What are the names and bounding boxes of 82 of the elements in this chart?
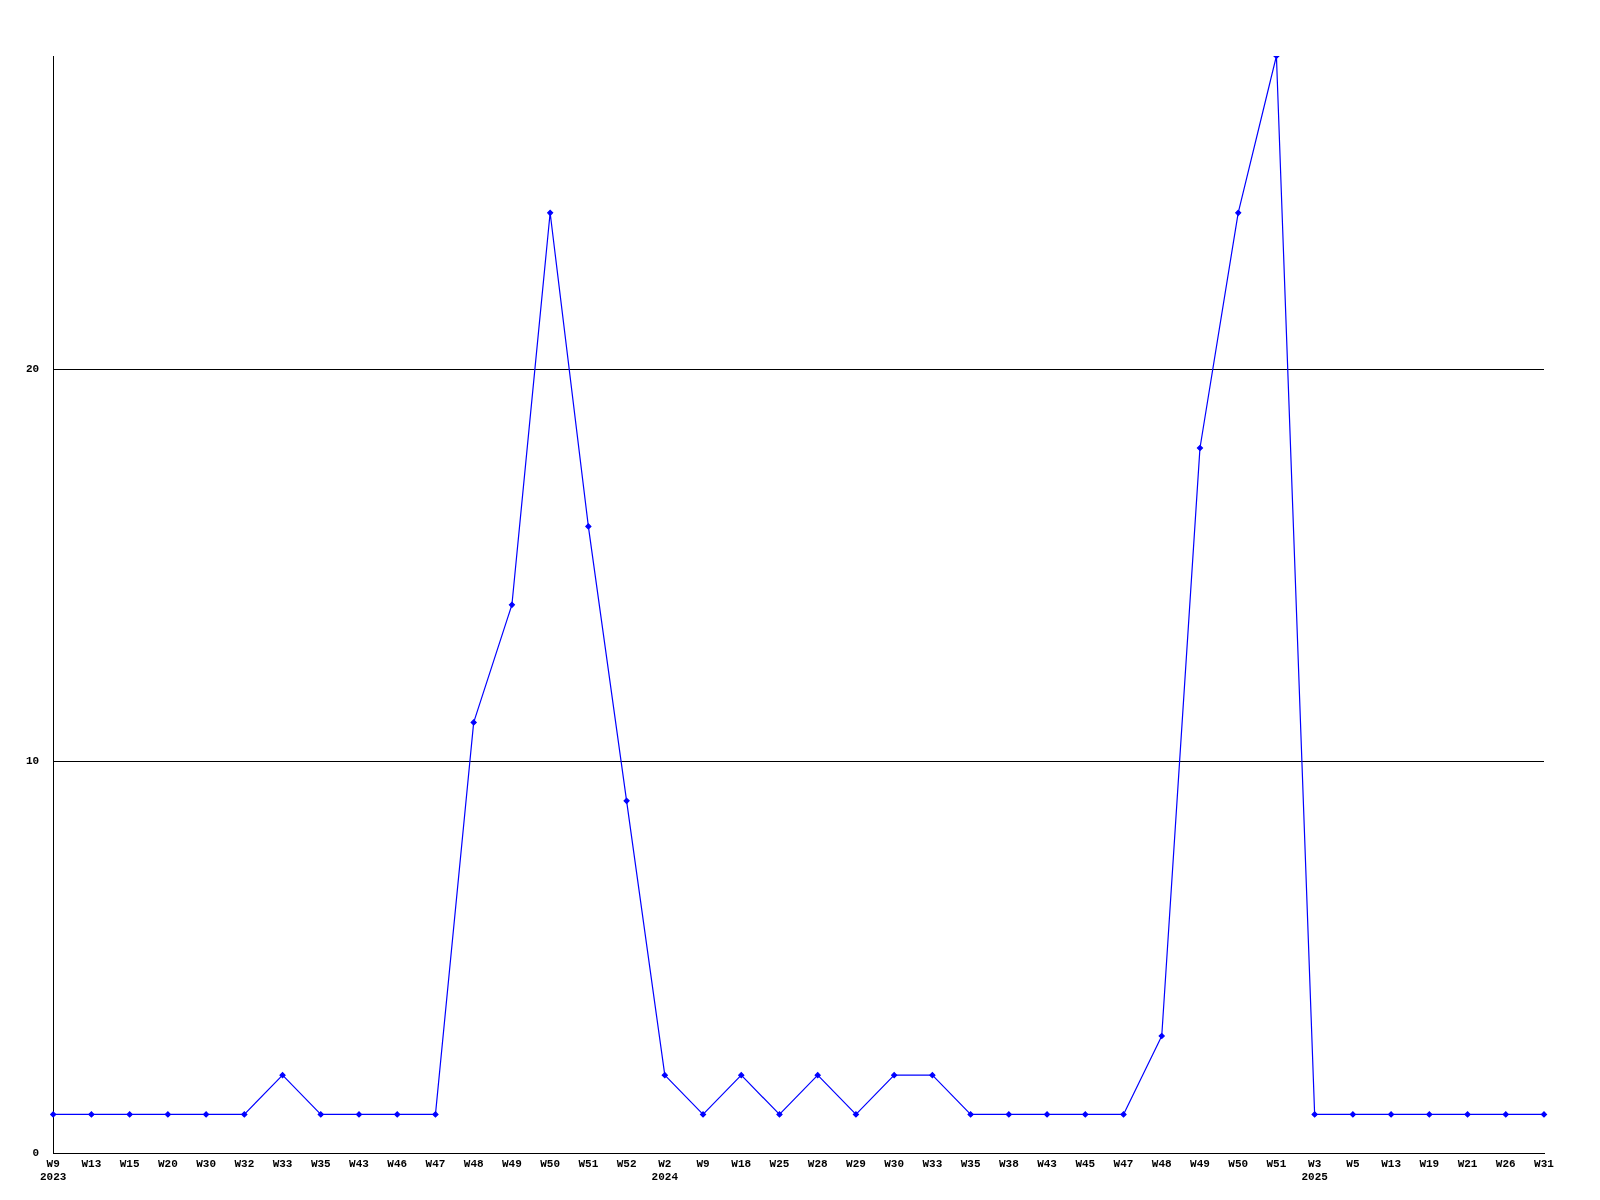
point xyxy=(814,1072,821,1079)
point xyxy=(164,1111,171,1118)
point xyxy=(88,1111,95,1118)
x-tick-label: W47 xyxy=(1113,1157,1134,1170)
point xyxy=(1005,1111,1012,1118)
x-tick-label: W49 xyxy=(502,1157,522,1170)
point xyxy=(1464,1111,1471,1118)
point xyxy=(1388,1111,1395,1118)
x-tick-label: W50 xyxy=(540,1157,561,1170)
y-tick-label: 10 xyxy=(26,755,40,768)
x-tick-label: W30 xyxy=(196,1157,217,1170)
point xyxy=(1311,1111,1318,1118)
x-tick-label: W33 xyxy=(272,1157,293,1170)
point xyxy=(126,1111,133,1118)
x-tick-label: W49 xyxy=(1190,1157,1210,1170)
x-tick-label: W30 xyxy=(884,1157,905,1170)
x-tick-label: W13 xyxy=(81,1157,102,1170)
x-tick-label: W9 xyxy=(696,1157,710,1170)
x-tick-label: W15 xyxy=(119,1157,140,1170)
point xyxy=(967,1111,974,1118)
point xyxy=(1540,1111,1548,1118)
point xyxy=(852,1111,860,1118)
point xyxy=(547,209,554,216)
x-tick-label: W29 xyxy=(846,1157,866,1170)
point xyxy=(1158,1032,1165,1040)
point xyxy=(279,1072,286,1079)
point xyxy=(1082,1111,1089,1118)
point xyxy=(1502,1111,1509,1118)
x-tick-label: W2 2024 xyxy=(651,1157,679,1184)
y-tick-label: 20 xyxy=(26,363,40,376)
x-tick-label: W25 xyxy=(769,1157,790,1170)
point xyxy=(891,1072,898,1079)
point xyxy=(585,523,592,530)
point xyxy=(50,1111,57,1118)
x-tick-label: W18 xyxy=(731,1157,752,1170)
x-tick-label: W5 xyxy=(1346,1157,1360,1170)
point xyxy=(1235,209,1242,216)
x-tick-label: W46 xyxy=(387,1157,408,1170)
x-tick-label: W9 2023 xyxy=(40,1157,67,1184)
x-tick-label: W33 xyxy=(922,1157,943,1170)
x-tick-label: W47 xyxy=(425,1157,446,1170)
point xyxy=(699,1111,707,1118)
point xyxy=(623,797,630,804)
x-tick-label: W48 xyxy=(1151,1157,1173,1170)
x-tick-label: W52 xyxy=(616,1157,637,1170)
x-tick-label: W48 xyxy=(463,1157,484,1170)
point xyxy=(1426,1111,1433,1118)
point xyxy=(394,1111,401,1118)
x-tick-label: W43 xyxy=(1037,1157,1058,1170)
point xyxy=(661,1072,668,1079)
x-tick-label: W13 xyxy=(1381,1157,1402,1170)
point xyxy=(317,1111,324,1118)
x-tick-label: W35 xyxy=(960,1157,981,1170)
x-tick-label: W32 xyxy=(234,1157,255,1170)
point xyxy=(508,601,516,608)
y-tick-label: 0 xyxy=(32,1147,40,1160)
x-tick-label: W50 xyxy=(1228,1157,1249,1170)
x-tick-label: W21 xyxy=(1457,1157,1478,1170)
x-tick-label: W45 xyxy=(1075,1157,1096,1170)
x-tick-label: W26 xyxy=(1495,1157,1516,1170)
point xyxy=(432,1111,439,1118)
x-tick-label: W38 xyxy=(998,1157,1020,1170)
x-tick-label: W51 xyxy=(578,1157,599,1170)
point xyxy=(203,1111,210,1118)
x-tick-label: W31 xyxy=(1534,1157,1555,1170)
point xyxy=(1120,1111,1127,1118)
x-tick-label: W20 xyxy=(157,1157,178,1170)
point xyxy=(776,1111,783,1118)
point xyxy=(241,1111,248,1118)
point xyxy=(355,1111,363,1118)
point xyxy=(1043,1111,1051,1118)
x-tick-label: W3 2025 xyxy=(1301,1157,1329,1184)
point xyxy=(929,1072,936,1079)
x-tick-label: W28 xyxy=(807,1157,829,1170)
point xyxy=(738,1072,745,1079)
point xyxy=(1196,444,1204,452)
point xyxy=(1349,1111,1356,1118)
x-tick-label: W35 xyxy=(310,1157,332,1170)
x-tick-label: W51 xyxy=(1266,1157,1287,1170)
point xyxy=(470,719,477,726)
x-tick-label: W43 xyxy=(349,1157,370,1170)
x-tick-label: W19 xyxy=(1419,1157,1440,1170)
